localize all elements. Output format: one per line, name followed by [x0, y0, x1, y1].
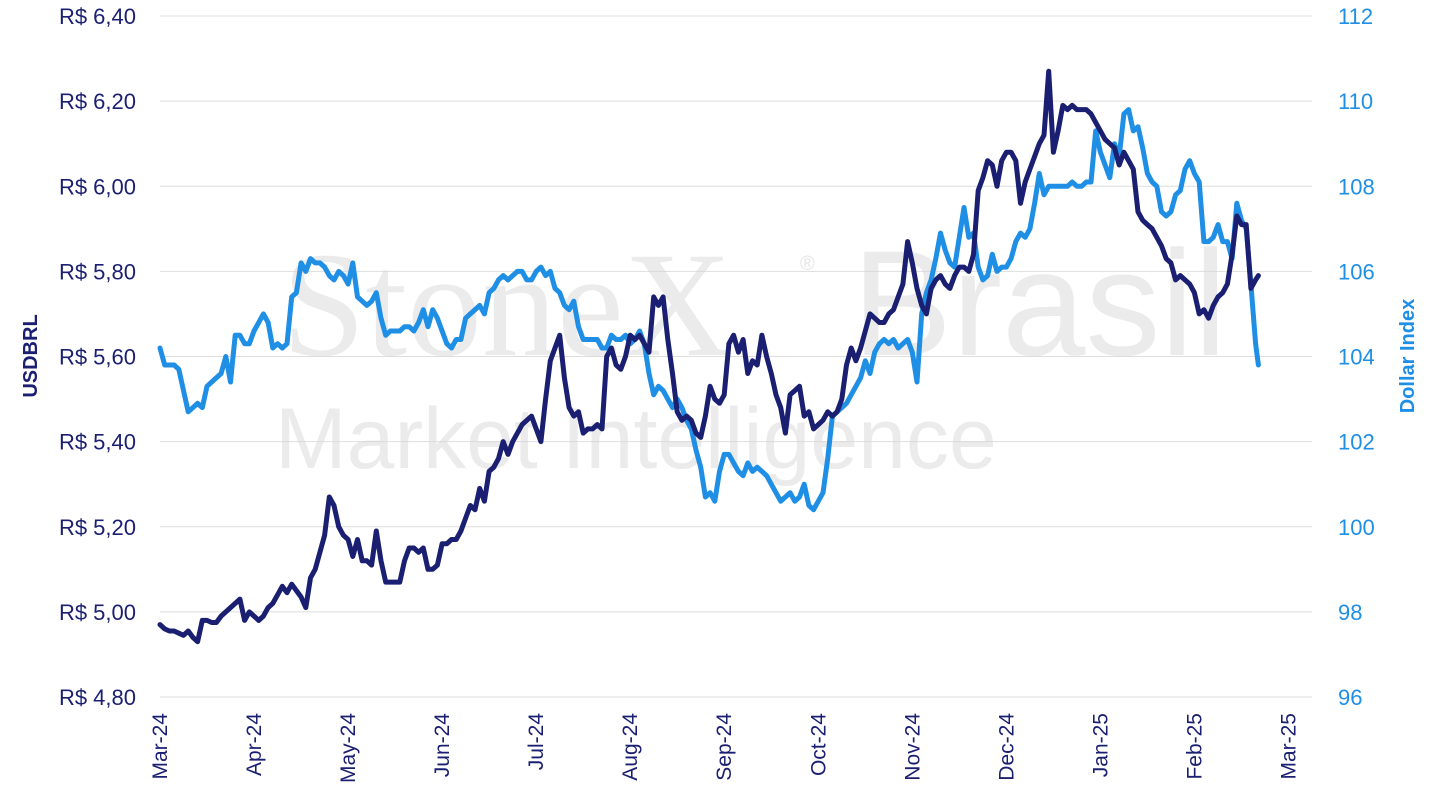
right-tick-label-3: 102: [1338, 430, 1375, 455]
right-tick-label-0: 96: [1338, 685, 1362, 710]
left-tick-label-7: R$ 6,20: [59, 89, 136, 114]
right-tick-label-6: 108: [1338, 174, 1375, 199]
x-tick-label-5: Aug-24: [619, 713, 642, 781]
left-tick-label-2: R$ 5,20: [59, 515, 136, 540]
right-axis-title: Dollar Index: [1397, 299, 1419, 413]
right-tick-label-8: 112: [1338, 4, 1373, 29]
series-line-dollar-index: [157, 107, 1261, 513]
right-axis-ticks: 96 98 100 102 104 106 108 110 112: [1338, 4, 1375, 710]
x-tick-label-7: Oct-24: [807, 713, 830, 776]
x-tick-label-2: May-24: [337, 713, 360, 783]
watermark: StoneX ® Brasil Market Intelligence: [275, 219, 1227, 487]
x-tick-label-1: Apr-24: [243, 713, 266, 776]
left-tick-label-8: R$ 6,40: [59, 4, 136, 29]
right-tick-label-5: 106: [1338, 259, 1375, 284]
right-tick-label-1: 98: [1338, 600, 1362, 625]
left-tick-label-6: R$ 6,00: [59, 174, 136, 199]
series-line-usdbrl: [157, 68, 1261, 645]
x-tick-label-12: Mar-25: [1277, 713, 1300, 780]
right-tick-label-7: 110: [1338, 89, 1373, 114]
x-tick-label-6: Sep-24: [713, 713, 736, 781]
right-tick-label-2: 100: [1338, 515, 1375, 540]
series-lines: [157, 68, 1261, 645]
watermark-tagline: Market Intelligence: [275, 391, 997, 487]
x-tick-label-0: Mar-24: [149, 713, 172, 780]
left-tick-label-5: R$ 5,80: [59, 259, 136, 284]
x-tick-label-10: Jan-25: [1089, 713, 1112, 777]
x-axis-ticks: Mar-24 Apr-24 May-24 Jun-24 Jul-24 Aug-24 Sep-…: [149, 713, 1300, 783]
left-axis-title: USDBRL: [20, 314, 42, 397]
right-tick-label-4: 104: [1338, 345, 1375, 370]
x-tick-label-8: Nov-24: [901, 713, 924, 781]
watermark-registered-mark: ®: [800, 253, 815, 275]
left-tick-label-4: R$ 5,60: [59, 345, 136, 370]
x-tick-label-3: Jun-24: [431, 713, 454, 778]
left-tick-label-1: R$ 5,00: [59, 600, 136, 625]
left-tick-label-3: R$ 5,40: [59, 430, 136, 455]
left-tick-label-0: R$ 4,80: [59, 685, 136, 710]
x-tick-label-4: Jul-24: [525, 713, 548, 771]
x-tick-label-9: Dec-24: [995, 713, 1018, 781]
left-axis-ticks: R$ 4,80 R$ 5,00 R$ 5,20 R$ 5,40 R$ 5,60 R$ 5,…: [59, 4, 136, 710]
x-tick-label-11: Feb-25: [1183, 713, 1206, 780]
